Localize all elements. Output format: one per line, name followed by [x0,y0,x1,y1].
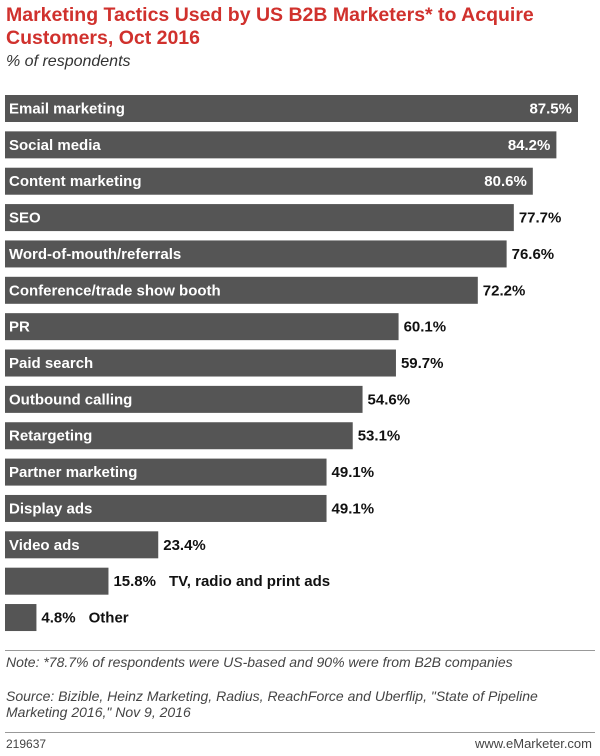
note: Note: *78.7% of respondents were US-base… [6,654,513,670]
publisher: www.eMarketer.com [474,736,592,751]
category-label: TV, radio and print ads [169,573,330,590]
bar [5,422,353,450]
bar [5,240,507,268]
category-label: Display ads [9,500,92,517]
chart-title: Marketing Tactics Used by US B2B Markete… [6,4,534,49]
value-label: 76.6% [512,246,555,263]
value-label: 72.2% [483,282,526,299]
bar [5,95,578,122]
value-label: 4.8% [41,610,75,627]
value-label: 53.1% [358,428,401,445]
bar [5,167,533,195]
category-label: Paid search [9,355,93,372]
category-label: Partner marketing [9,464,137,481]
value-label: 77.7% [519,210,562,227]
category-label: Other [89,610,129,627]
value-label: 59.7% [401,355,444,372]
category-label: Outbound calling [9,391,132,408]
bar [5,531,159,559]
category-label: SEO [9,210,41,227]
value-label: 49.1% [332,500,375,517]
separator [5,650,595,651]
bar [5,385,363,413]
bar [5,494,327,522]
bar [5,313,399,341]
category-label: Word-of-mouth/referrals [9,246,181,263]
value-label: 87.5% [529,100,572,117]
value-label: 60.1% [404,319,447,336]
bar [5,276,478,304]
bar [5,131,557,159]
chart-id: 219637 [6,737,47,751]
category-label: Email marketing [9,100,125,117]
separator [5,732,595,733]
source: Source: Bizible, Heinz Marketing, Radius… [6,688,538,720]
value-label: 49.1% [332,464,375,481]
bar [5,204,514,232]
value-label: 15.8% [113,573,156,590]
category-label: Content marketing [9,173,142,190]
category-label: Retargeting [9,428,92,445]
bar [5,349,396,377]
category-label: Conference/trade show booth [9,282,221,299]
category-label: Video ads [9,537,80,554]
category-label: PR [9,319,30,336]
chart: Email marketing 87.5% Social media 84.2% Con… [5,95,578,632]
bar [5,458,327,486]
chart-subtitle: % of respondents [6,53,131,70]
bar [5,604,37,632]
value-label: 80.6% [484,173,527,190]
category-label: Social media [9,137,101,154]
value-label: 23.4% [163,537,206,554]
bar [5,567,109,595]
value-label: 54.6% [368,391,411,408]
value-label: 84.2% [508,137,551,154]
